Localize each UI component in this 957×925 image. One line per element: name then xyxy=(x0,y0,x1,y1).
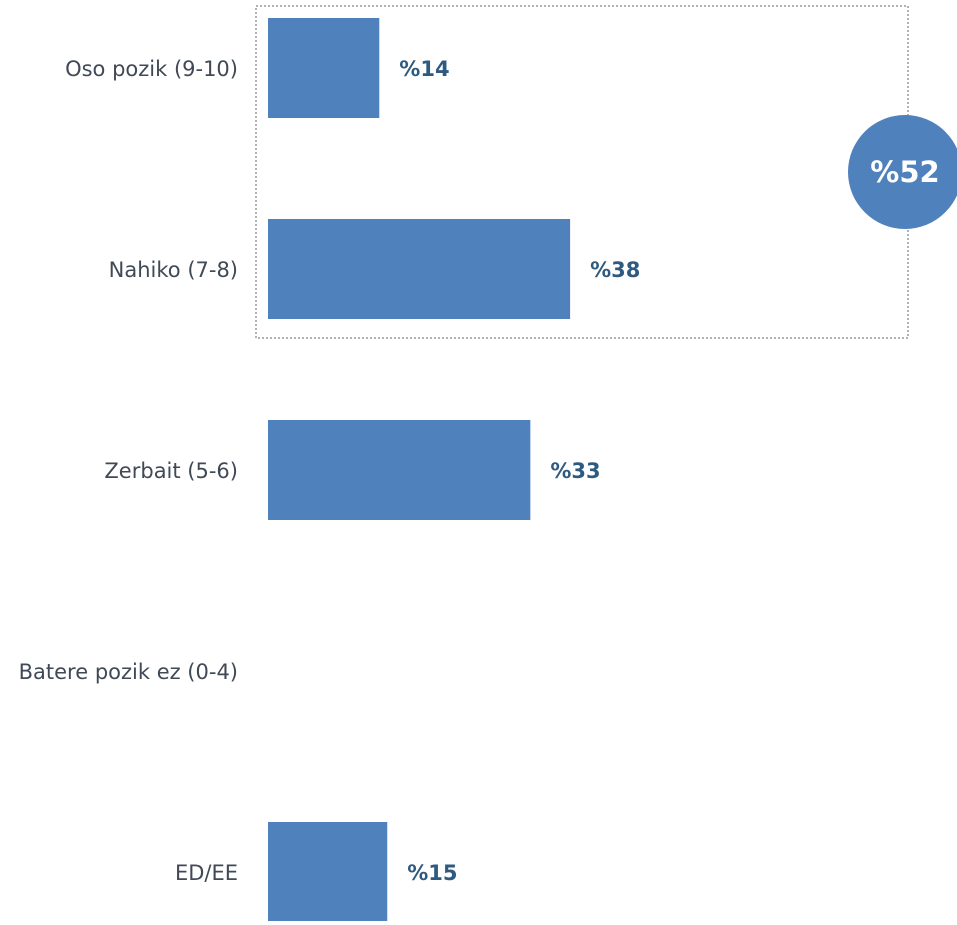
bar xyxy=(268,219,571,319)
value-label: %33 xyxy=(550,459,600,483)
bar xyxy=(268,18,380,118)
value-label: %38 xyxy=(590,258,640,282)
category-label: Oso pozik (9-10) xyxy=(65,57,238,81)
value-label: %15 xyxy=(407,861,457,885)
annotation-label: %52 xyxy=(870,155,939,189)
bar xyxy=(268,822,388,922)
category-label: Zerbait (5-6) xyxy=(104,459,238,483)
value-label: %14 xyxy=(399,57,449,81)
category-label: Batere pozik ez (0-4) xyxy=(19,660,238,684)
category-label: ED/EE xyxy=(175,861,238,885)
category-label: Nahiko (7-8) xyxy=(109,258,238,282)
bar xyxy=(268,420,531,520)
annotation-circle xyxy=(848,115,957,229)
